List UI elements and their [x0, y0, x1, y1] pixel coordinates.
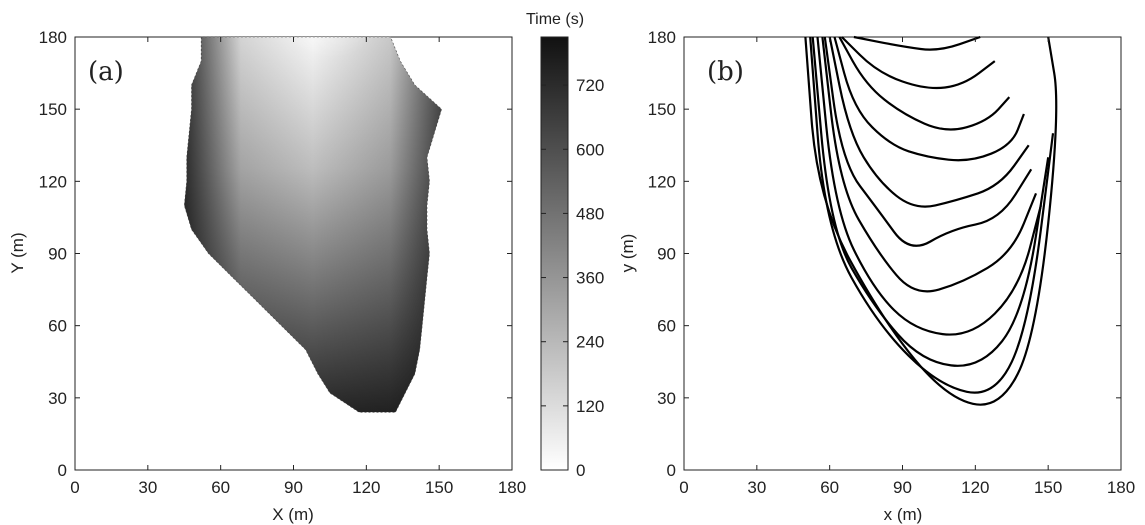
colorbar-tick-label: 480 [576, 204, 604, 223]
panel-a-y-ticks: 0 30 60 90 120 150 180 [39, 28, 512, 480]
colorbar-tick-label: 0 [576, 461, 585, 480]
panel-a-ylabel: Y (m) [8, 232, 27, 273]
panel-b-x-tick-label: 180 [1107, 478, 1135, 497]
panel-b-x-tick-label: 30 [747, 478, 766, 497]
fire-front-line-4 [833, 36, 1025, 162]
fire-front-line-7 [821, 36, 1038, 293]
panel-a-x-tick-label: 30 [138, 478, 157, 497]
panel-a-x-tick-label: 180 [498, 478, 526, 497]
panel-b-label: (b) [707, 57, 744, 87]
colorbar-tick-label: 720 [576, 76, 604, 95]
panel-b-x-tick-label: 60 [820, 478, 839, 497]
colorbar-gradient [540, 36, 569, 471]
panel-a-y-tick-label: 90 [48, 245, 67, 264]
fire-front-line-5 [828, 36, 1030, 208]
panel-a-x-tick-label: 60 [211, 478, 230, 497]
panel-b: 0 30 60 90 120 150 180 0 30 60 90 120 150 180 (b) x … [618, 28, 1135, 524]
panel-a-y-tick-label: 150 [39, 100, 67, 119]
fire-front-contours [804, 35, 1058, 406]
colorbar: 0 120 240 360 480 600 720 Time (s) [526, 11, 604, 480]
panel-b-y-tick-label: 180 [648, 28, 676, 47]
panel-b-x-tick-label: 150 [1034, 478, 1062, 497]
panel-b-x-tick-label: 90 [893, 478, 912, 497]
panel-b-x-tick-label: 0 [679, 478, 688, 497]
burned-region-edge [183, 36, 442, 413]
panel-a-xlabel: X (m) [272, 505, 314, 524]
fire-front-line-11 [804, 36, 1058, 406]
colorbar-tick-label: 240 [576, 333, 604, 352]
colorbar-title: Time (s) [526, 11, 584, 28]
panel-b-y-tick-label: 60 [657, 317, 676, 336]
colorbar-ticks: 0 120 240 360 480 600 720 [541, 76, 604, 480]
panel-a-x-tick-label: 0 [70, 478, 79, 497]
panel-b-y-tick-label: 90 [657, 245, 676, 264]
panel-a-x-tick-label: 120 [352, 478, 380, 497]
panel-a-y-tick-label: 0 [58, 461, 67, 480]
panel-a-y-tick-label: 180 [39, 28, 67, 47]
panel-a-x-tick-label: 150 [425, 478, 453, 497]
panel-a-y-tick-label: 60 [48, 317, 67, 336]
panel-b-y-tick-label: 0 [667, 461, 676, 480]
panel-b-axes-box [683, 36, 1122, 471]
panel-a-x-tick-label: 90 [284, 478, 303, 497]
panel-a-y-tick-label: 30 [48, 389, 67, 408]
panel-b-xlabel: x (m) [884, 505, 923, 524]
ignition-glow [259, 37, 400, 147]
panel-b-y-tick-label: 120 [648, 172, 676, 191]
panel-b-y-tick-label: 150 [648, 100, 676, 119]
panel-b-x-ticks: 0 30 60 90 120 150 180 [679, 37, 1135, 497]
panel-a-x-ticks: 0 30 60 90 120 150 180 [70, 37, 526, 497]
fire-front-line-10 [809, 36, 1055, 394]
colorbar-tick-label: 600 [576, 140, 604, 159]
panel-b-ylabel: y (m) [618, 234, 637, 273]
panel-b-x-tick-label: 120 [961, 478, 989, 497]
colorbar-tick-label: 120 [576, 397, 604, 416]
panel-a: 0 30 60 90 120 150 180 0 30 60 90 120 150 180 (a) X … [8, 28, 526, 524]
fire-front-line-9 [811, 36, 1050, 367]
fire-front-line-8 [816, 36, 1042, 336]
panel-a-y-tick-label: 120 [39, 172, 67, 191]
fire-front-line-2 [841, 36, 996, 90]
fire-front-line-1 [853, 35, 981, 51]
colorbar-tick-label: 360 [576, 269, 604, 288]
fire-front-line-6 [823, 36, 1033, 247]
panel-b-y-tick-label: 30 [657, 389, 676, 408]
panel-b-y-ticks: 0 30 60 90 120 150 180 [648, 28, 1121, 480]
fire-front-line-3 [838, 36, 1011, 131]
panel-a-label: (a) [88, 57, 124, 87]
